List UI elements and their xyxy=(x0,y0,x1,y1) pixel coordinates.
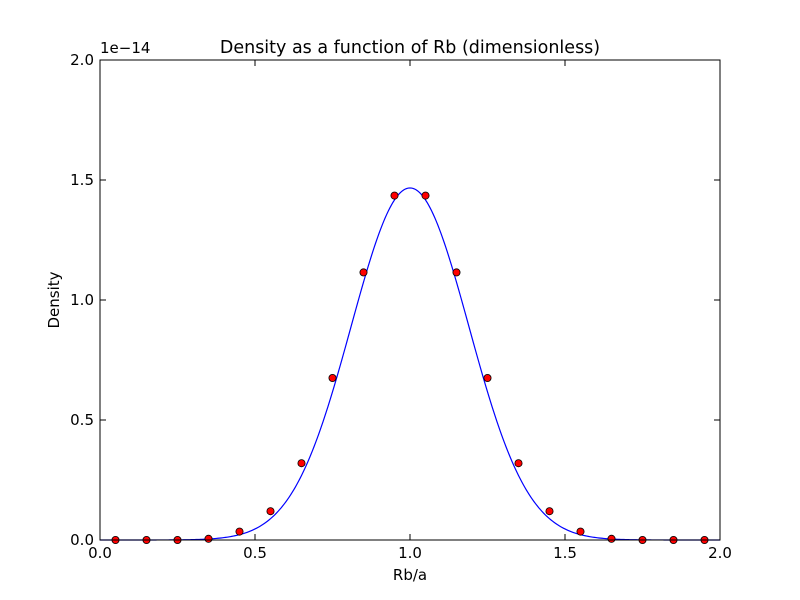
chart-title: Density as a function of Rb (dimensionle… xyxy=(220,38,600,58)
data-point xyxy=(328,373,337,382)
x-tick-label: 2.0 xyxy=(708,544,732,562)
data-point xyxy=(576,527,585,536)
tick-layer: 0.0 0.5 1.0 1.5 2.0 0.0 0.5 1.0 1.5 2.0 xyxy=(70,51,732,562)
y-tick-label: 1.0 xyxy=(70,291,94,309)
y-tick-label: 1.5 xyxy=(70,171,94,189)
y-tick-label: 0.5 xyxy=(70,411,94,429)
data-point xyxy=(452,268,461,277)
data-point xyxy=(297,459,306,468)
x-tick-label: 0.0 xyxy=(88,544,112,562)
y-axis-offset-label: 1e−14 xyxy=(100,39,150,57)
data-point xyxy=(514,459,523,468)
data-point xyxy=(235,527,244,536)
y-tick-label: 2.0 xyxy=(70,51,94,69)
x-tick-label: 1.5 xyxy=(553,544,577,562)
density-curve-line xyxy=(100,187,720,541)
data-point xyxy=(266,507,275,516)
plot-area xyxy=(100,187,720,545)
data-point xyxy=(483,373,492,382)
x-tick-label: 1.0 xyxy=(398,544,422,562)
data-point xyxy=(607,534,616,543)
y-axis-label: Density xyxy=(45,271,63,328)
data-point xyxy=(545,507,554,516)
x-tick-label: 0.5 xyxy=(243,544,267,562)
data-point xyxy=(421,191,430,200)
data-point xyxy=(204,534,213,543)
x-axis-label: Rb/a xyxy=(393,566,427,584)
y-tick-label: 0.0 xyxy=(70,531,94,549)
data-point xyxy=(359,268,368,277)
data-point xyxy=(390,191,399,200)
